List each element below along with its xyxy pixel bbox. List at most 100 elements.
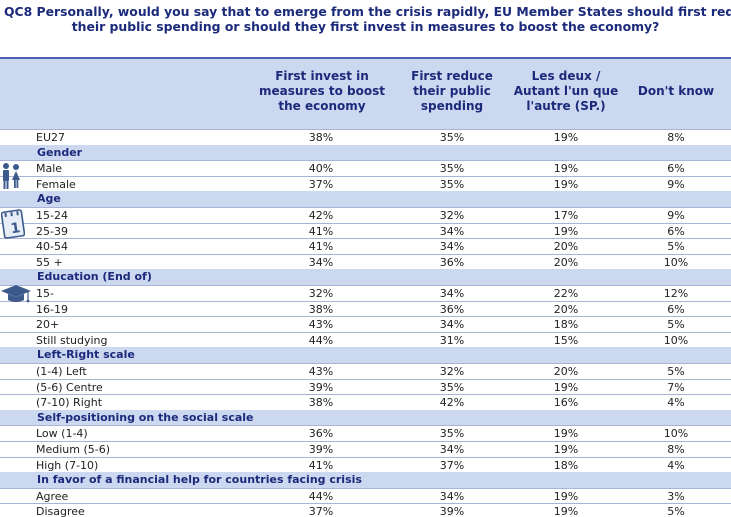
header-text: their public	[413, 84, 491, 98]
row-label: 55 +	[36, 255, 63, 269]
cell-value: 20%	[553, 255, 579, 269]
row-label: (5-6) Centre	[36, 380, 103, 394]
cell-value: 35%	[439, 427, 465, 441]
cell-value: 19%	[553, 443, 579, 456]
cell-value: 42%	[308, 209, 334, 222]
cell-value: 38%	[308, 302, 334, 316]
table-row: 15-24 42% 32% 17% 9%	[0, 207, 731, 223]
column-header-dont-know: Don't know	[626, 84, 726, 99]
row-label: (1-4) Left	[36, 365, 87, 378]
cell-value: 20%	[553, 302, 579, 316]
cell-value: 18%	[553, 318, 579, 332]
cell-value: 19%	[553, 489, 579, 503]
table-row: Still studying 44% 31% 15% 10%	[0, 331, 731, 348]
row-label: Low (1-4)	[36, 427, 88, 441]
cell-value: 9%	[667, 209, 685, 222]
table-row: EU27 38% 35% 19% 8%	[0, 129, 731, 145]
cell-value: 31%	[439, 333, 465, 347]
row-label: 15-24	[36, 209, 68, 222]
title-line-2: their public spending or should they fir…	[71, 19, 660, 34]
cell-value: 36%	[439, 302, 465, 316]
cell-value: 3%	[667, 489, 685, 503]
cell-value: 41%	[308, 240, 334, 254]
table-row: High (7-10) 41% 37% 18% 4%	[0, 456, 731, 473]
group-header-row: Education (End of)	[0, 269, 731, 286]
cell-value: 4%	[667, 458, 685, 472]
header-text: Autant l'un que	[513, 84, 619, 98]
column-header-invest: First invest in measures to boost the ec…	[252, 69, 392, 114]
cell-value: 19%	[553, 427, 579, 441]
table-row: Agree 44% 34% 19% 3%	[0, 487, 731, 504]
cell-value: 41%	[308, 224, 334, 238]
cell-value: 19%	[553, 131, 579, 144]
table-row: (1-4) Left 43% 32% 20% 5%	[0, 363, 731, 379]
cell-value: 34%	[439, 224, 465, 238]
cell-value: 36%	[439, 255, 465, 269]
table-row: Disagree 37% 39% 19% 5%	[0, 503, 731, 517]
column-header-reduce: First reduce their public spending	[397, 69, 507, 114]
group-label: Age	[37, 192, 61, 206]
cell-value: 5%	[667, 240, 685, 254]
cell-value: 7%	[667, 380, 685, 394]
cell-value: 10%	[663, 427, 689, 441]
cell-value: 19%	[553, 224, 579, 238]
survey-question-title: QC8 Personally, would you say that to em…	[0, 0, 731, 46]
table-row: Low (1-4) 36% 35% 19% 10%	[0, 425, 731, 442]
row-label: 15-	[36, 287, 54, 300]
cell-value: 8%	[667, 443, 685, 456]
cell-value: 34%	[439, 443, 465, 456]
row-label: Medium (5-6)	[36, 443, 111, 456]
cell-value: 10%	[663, 255, 689, 269]
header-text: First invest in	[275, 69, 369, 83]
column-header-both: Les deux / Autant l'un que l'autre (SP.)	[506, 69, 626, 114]
cell-value: 35%	[439, 131, 465, 144]
cell-value: 35%	[439, 380, 465, 394]
cell-value: 43%	[308, 318, 334, 332]
group-label: Gender	[37, 145, 83, 159]
table-row: 16-19 38% 36% 20% 6%	[0, 300, 731, 317]
cell-value: 43%	[308, 365, 334, 378]
cell-value: 9%	[667, 177, 685, 191]
group-label: Left-Right scale	[37, 348, 135, 362]
cell-value: 35%	[439, 177, 465, 191]
row-label: 40-54	[36, 240, 68, 254]
cell-value: 42%	[439, 396, 465, 410]
table-row: 15- 32% 34% 22% 12%	[0, 285, 731, 301]
people-icon	[3, 163, 20, 189]
cell-value: 15%	[553, 333, 579, 347]
row-label: 20+	[36, 318, 60, 332]
group-header-row: In favor of a financial help for countri…	[0, 472, 731, 488]
cell-value: 34%	[439, 318, 465, 332]
row-label: 25-39	[36, 224, 68, 238]
cell-value: 37%	[308, 177, 334, 191]
row-label: Still studying	[36, 333, 108, 347]
cell-value: 20%	[553, 240, 579, 254]
table-row: 20+ 43% 34% 18% 5%	[0, 316, 731, 332]
graduation-cap-icon	[1, 285, 31, 303]
header-text: First reduce	[411, 69, 493, 83]
cell-value: 37%	[439, 458, 465, 472]
group-header-row: Left-Right scale	[0, 347, 731, 364]
group-label: Education (End of)	[37, 270, 152, 284]
row-label: 16-19	[36, 302, 68, 316]
cell-value: 38%	[308, 396, 334, 410]
cell-value: 39%	[439, 505, 465, 517]
table-row: Medium (5-6) 39% 34% 19% 8%	[0, 441, 731, 457]
table-row: (7-10) Right 38% 42% 16% 4%	[0, 394, 731, 410]
table-row: 25-39 41% 34% 19% 6%	[0, 222, 731, 239]
row-label: (7-10) Right	[36, 396, 103, 410]
cell-value: 38%	[308, 131, 334, 144]
cell-value: 19%	[553, 177, 579, 191]
cell-value: 6%	[667, 302, 685, 316]
table-row: 40-54 41% 34% 20% 5%	[0, 238, 731, 254]
cell-value: 32%	[308, 287, 334, 300]
cell-value: 39%	[308, 380, 334, 394]
group-header-row: Self-positioning on the social scale	[0, 409, 731, 426]
calendar-icon: 1	[1, 209, 25, 239]
group-header-row: Age	[0, 191, 731, 208]
row-label: High (7-10)	[36, 458, 99, 472]
title-line-1: QC8 Personally, would you say that to em…	[4, 4, 731, 19]
row-label: Disagree	[36, 505, 85, 517]
cell-value: 17%	[553, 209, 579, 222]
cell-value: 34%	[308, 255, 334, 269]
